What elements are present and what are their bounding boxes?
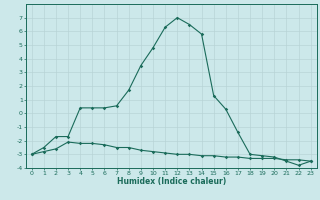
X-axis label: Humidex (Indice chaleur): Humidex (Indice chaleur) bbox=[116, 177, 226, 186]
